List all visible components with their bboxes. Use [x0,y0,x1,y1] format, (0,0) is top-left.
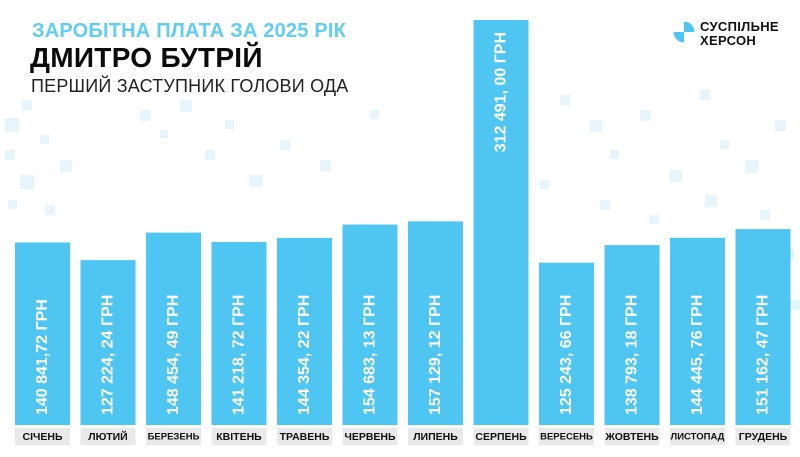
bg-square [60,160,72,172]
bar-value-label: 140 841,72 ГРН [34,299,51,415]
category-label-bg [146,428,201,445]
bg-square [250,175,262,187]
category-label: ЛЮТИЙ [88,430,127,443]
category-label-bg [80,428,136,445]
category-label: СЕРПЕНЬ [475,431,527,443]
bg-square [320,160,331,171]
bg-square [205,150,215,160]
chart-title: ЗАРОБІТНА ПЛАТА ЗА 2025 РІК [32,20,347,42]
bg-square [45,205,55,215]
bg-square [40,135,49,144]
bar-value-label: 125 243, 66 ГРН [558,295,575,415]
bar [146,232,201,425]
logo-line-2: ХЕРСОН [700,33,757,48]
bg-square [745,160,758,173]
category-label: ГРУДЕНЬ [739,431,788,443]
category-label-bg [670,428,725,445]
category-label-bg [277,428,332,445]
bar-value-label: 151 162, 47 ГРН [755,295,772,415]
bar [80,260,136,425]
category-label: ЧЕРВЕНЬ [344,431,396,443]
suspilne-logo: СУСПІЛЬНЕ ХЕРСОН [672,17,782,51]
bar [670,237,725,425]
bg-square [670,170,682,182]
bar-value-label: 144 354, 22 ГРН [296,295,313,415]
bg-square [540,180,549,189]
category-label: ЛИПЕНЬ [413,431,458,443]
person-position: ПЕРШИЙ ЗАСТУПНИК ГОЛОВИ ОДА [31,76,349,96]
bg-square [225,120,234,129]
bg-square [5,118,19,132]
bg-square [705,195,717,207]
bg-square [790,300,800,310]
category-label: СІЧЕНЬ [22,431,62,443]
bar [539,262,594,425]
bar [604,245,660,425]
bg-square [280,140,290,150]
bg-square [700,90,710,100]
bg-square [600,200,610,210]
category-label: ЛИСТОПАД [671,432,725,443]
category-label-bg [539,428,594,445]
category-label: ТРАВЕНЬ [280,431,330,443]
bg-square [590,120,602,132]
logo-line-1: СУСПІЛЬНЕ [700,19,779,34]
category-label-bg [408,428,463,445]
category-label-bg [15,428,70,445]
bg-square [370,110,379,119]
bg-square [20,175,34,189]
category-label: КВІТЕНЬ [216,431,262,443]
bg-square [140,110,151,121]
bar-value-label: 141 218, 72 ГРН [231,295,248,415]
bg-square [22,100,32,110]
bg-square [640,110,651,121]
bg-square [775,120,786,131]
bar [342,224,398,425]
bar-value-label: 148 454, 49 ГРН [165,295,182,415]
bar [735,229,791,425]
bar-value-label: 138 793, 18 ГРН [624,295,641,415]
category-label: ЖОВТЕНЬ [604,431,659,443]
category-label: БЕРЕЗЕНЬ [148,432,200,443]
bar [211,241,267,425]
bg-square [5,150,15,160]
bar [277,237,332,425]
bar [408,221,463,425]
bar-value-label: 127 224, 24 ГРН [100,295,117,415]
bg-square [650,215,659,224]
category-label: ВЕРЕСЕНЬ [540,432,593,443]
bg-square [610,150,619,159]
bg-square [760,210,770,220]
suspilne-logo-icon [673,21,695,43]
bar-value-label: 154 683, 13 ГРН [362,295,379,415]
category-label-bg [473,428,529,445]
bar-value-label: 157 129, 12 ГРН [427,295,444,415]
bar [473,20,529,425]
category-label-bg [604,428,660,445]
category-label-bg [342,428,398,445]
person-name: ДМИТРО БУТРІЙ [30,42,263,73]
bg-square [560,95,570,105]
bg-square [180,100,192,112]
category-label-bg [735,428,791,445]
bg-square [8,200,17,209]
category-label-bg [211,428,267,445]
logo-text: СУСПІЛЬНЕ ХЕРСОН [700,20,779,48]
bg-square [720,140,729,149]
bg-square [160,130,168,138]
bar-value-label: 312 491, 00 ГРН [493,32,510,152]
bar-value-label: 144 445, 76 ГРН [689,295,706,415]
bar [15,242,70,425]
